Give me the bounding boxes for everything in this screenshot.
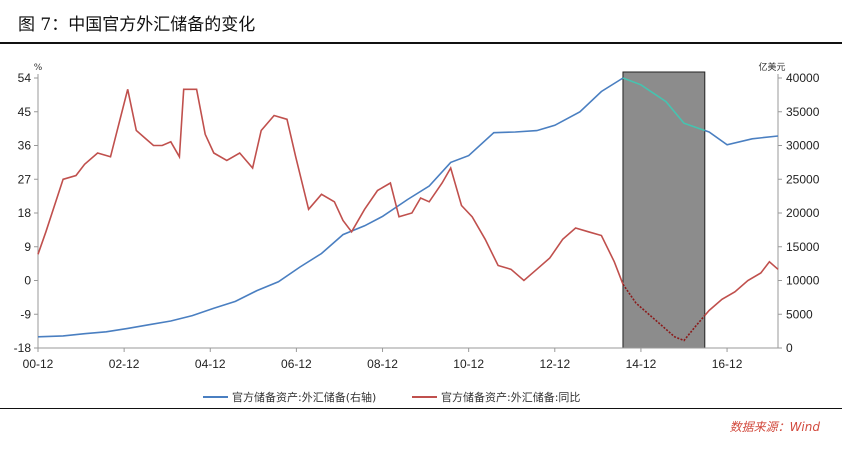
shaded-period: [622, 71, 706, 349]
left-tick-label: -9: [20, 307, 31, 321]
title-rule: [0, 42, 842, 44]
left-tick-label: 9: [24, 240, 31, 254]
x-tick-label: 00-12: [23, 357, 54, 371]
right-tick-label: 15000: [786, 240, 820, 254]
x-tick-label: 16-12: [712, 357, 743, 371]
chart-canvas: 54 45 36 27 18 9 0 -9 -18 40000 35000 30000 25000 200…: [14, 61, 820, 404]
left-tick-label: 27: [18, 172, 32, 186]
left-tick-label: 54: [18, 71, 32, 85]
x-tick-label: 06-12: [281, 357, 312, 371]
right-axis-unit: 亿美元: [758, 61, 785, 73]
x-tick-label: 14-12: [626, 357, 657, 371]
reserves-series-highlight-line: [622, 77, 706, 132]
right-tick-label: 10000: [786, 274, 820, 288]
tick-label-layer: 54 45 36 27 18 9 0 -9 -18 40000 35000 30000 25000 200…: [14, 61, 820, 371]
figure-title: 图 7：中国官方外汇储备的变化: [18, 15, 256, 35]
right-tick-label: 35000: [786, 105, 820, 119]
series-layer: [37, 77, 779, 342]
yoy-series-line-after: [704, 260, 779, 317]
left-tick-label: 36: [18, 139, 32, 153]
legend: 官方储备资产:外汇储备(右轴) 官方储备资产:外汇储备:同比: [203, 390, 580, 404]
left-axis-unit: %: [34, 63, 43, 73]
right-tick-label: 30000: [786, 139, 820, 153]
x-tick-label: 04-12: [195, 357, 226, 371]
right-tick-label: 40000: [786, 71, 820, 85]
x-tick-label: 02-12: [109, 357, 140, 371]
right-tick-label: 0: [786, 341, 793, 355]
right-tick-label: 5000: [786, 307, 813, 321]
legend-reserves-label: 官方储备资产:外汇储备(右轴): [232, 390, 376, 404]
yoy-series-highlight-line: [622, 283, 706, 342]
x-tick-label: 10-12: [453, 357, 484, 371]
legend-rule: [0, 408, 842, 409]
left-tick-label: 45: [18, 105, 32, 119]
left-tick-label: 18: [18, 206, 32, 220]
left-tick-label: 0: [24, 274, 31, 288]
x-tick-label: 08-12: [367, 357, 398, 371]
shaded-period-layer: [622, 71, 706, 349]
source-note: 数据来源：Wind: [729, 420, 820, 434]
yoy-series-line: [37, 88, 624, 285]
axes-layer: [34, 74, 782, 352]
reserves-series-line-after: [704, 129, 779, 146]
reserves-series-line: [37, 77, 624, 338]
legend-yoy-label: 官方储备资产:外汇储备:同比: [441, 390, 580, 404]
right-tick-label: 25000: [786, 172, 820, 186]
left-tick-label: -18: [14, 341, 32, 355]
x-tick-label: 12-12: [539, 357, 570, 371]
right-tick-label: 20000: [786, 206, 820, 220]
